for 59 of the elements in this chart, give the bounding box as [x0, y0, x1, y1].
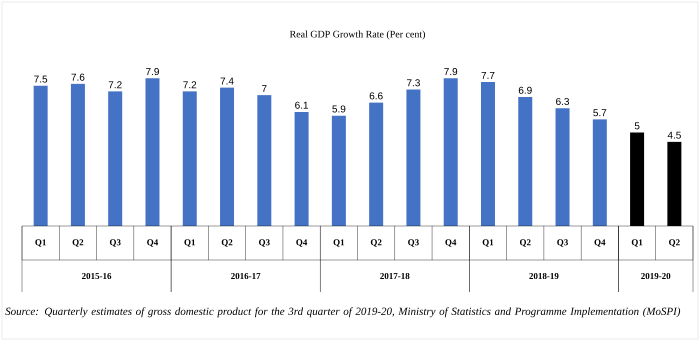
x-tick-label: Q1	[334, 239, 344, 247]
bar	[145, 78, 160, 226]
x-tick-label: Q1	[35, 239, 46, 247]
x-tick-label: Q3	[408, 239, 419, 247]
text: 2018-19	[529, 272, 559, 280]
x-tick-label: Q2	[370, 239, 382, 247]
data-label: 7	[262, 85, 267, 92]
x-tick-label: Q3	[557, 239, 568, 247]
data-label: 7.4	[220, 78, 234, 84]
data-label: 7.6	[72, 74, 84, 81]
bar	[182, 91, 197, 226]
bar	[34, 86, 48, 226]
bar	[518, 97, 532, 226]
data-label: 4.5	[668, 132, 681, 139]
bar	[108, 91, 122, 226]
data-label: 6.3	[556, 98, 570, 106]
data-label: 7.2	[183, 81, 196, 88]
x-tick-label: Q2	[72, 239, 84, 247]
bar	[220, 88, 234, 226]
x-tick-label: Q1	[482, 239, 494, 247]
x-tick-label: Q4	[296, 239, 308, 247]
bar	[70, 84, 85, 226]
x-tick-label: Q4	[445, 239, 456, 247]
data-label: 5.9	[332, 105, 346, 112]
x-tick-label: Q3	[259, 239, 270, 247]
bar	[556, 108, 570, 226]
text: 2016-17	[231, 272, 260, 280]
data-label: 7.7	[482, 72, 494, 79]
bar	[294, 112, 309, 226]
x-tick-label: Q3	[110, 239, 121, 247]
data-label: 6.1	[295, 102, 308, 109]
x-tick-label: Q1	[184, 239, 196, 247]
x-tick-label: Q1	[632, 239, 642, 247]
text: 2017-18	[380, 272, 410, 280]
bar	[369, 102, 384, 226]
data-label: 7.2	[108, 81, 122, 88]
data-label: 6.6	[370, 92, 383, 100]
data-label: 7.3	[407, 79, 420, 86]
x-tick-label: Q2	[520, 239, 531, 247]
x-tick-label: Q4	[594, 239, 606, 247]
data-label: 6.9	[518, 86, 532, 94]
data-label: 7.5	[34, 76, 48, 83]
x-tick-label: Q2	[669, 239, 680, 247]
x-tick-label: Q4	[147, 239, 158, 247]
bar	[257, 95, 272, 226]
bar	[444, 78, 458, 226]
data-label: 7.9	[444, 68, 458, 76]
source-note: Source: Quarterly estimates of gross domestic product for the 3rd quarter of 2019-20, Ministry of Statistics and Programme Implementation (MoSPI)	[5, 307, 680, 318]
data-label: 7.9	[146, 68, 159, 76]
data-label: 5	[634, 122, 640, 130]
bar	[480, 82, 495, 226]
data-label: 5.7	[593, 109, 606, 116]
chart-title: Real GDP Growth Rate (Per cent)	[290, 30, 425, 40]
x-tick-label: Q2	[222, 239, 232, 247]
bar	[406, 90, 420, 226]
bar	[592, 119, 607, 226]
bar	[332, 116, 346, 226]
text: 2019-20	[641, 272, 670, 280]
text: 2015-16	[82, 272, 112, 280]
